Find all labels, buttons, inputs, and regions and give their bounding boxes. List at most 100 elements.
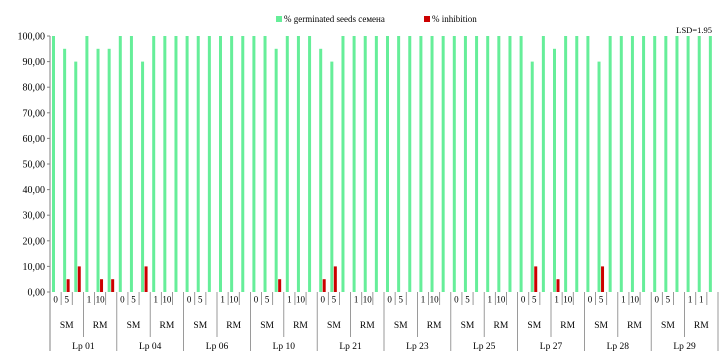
bar-germinated xyxy=(63,48,67,292)
bar-germinated xyxy=(163,36,167,292)
bar-inhibition xyxy=(77,266,81,292)
y-tick-label: 60,00 xyxy=(23,134,46,145)
bar-series xyxy=(52,36,712,292)
bar-germinated xyxy=(241,36,245,292)
group-label: RM xyxy=(560,321,575,331)
category-label: 10 xyxy=(563,295,573,305)
category-label: 5 xyxy=(465,295,470,305)
category-label: 0 xyxy=(321,295,326,305)
y-tick-label: 30,00 xyxy=(23,211,46,222)
chart-legend: % germinated seeds семена % inhibition xyxy=(276,14,477,24)
category-label: 0 xyxy=(53,295,58,305)
bar-germinated xyxy=(463,36,467,292)
bar-germinated xyxy=(630,36,634,292)
legend-swatch-inhibition xyxy=(424,16,430,22)
bar-germinated xyxy=(207,36,211,292)
bar-germinated xyxy=(541,36,545,292)
group-label: RM xyxy=(360,321,375,331)
sample-label: Lp 04 xyxy=(139,342,162,351)
bar-germinated xyxy=(107,48,111,292)
category-label: 1 xyxy=(488,295,493,305)
y-tick-label: 80,00 xyxy=(23,83,46,94)
bar-germinated xyxy=(697,36,701,292)
bar-inhibition xyxy=(278,279,282,292)
group-label: RM xyxy=(427,321,442,331)
y-tick-label: 0,00 xyxy=(28,288,46,299)
bar-germinated xyxy=(330,61,334,292)
category-label: 1 xyxy=(688,295,693,305)
bar-germinated xyxy=(664,36,668,292)
bar-germinated xyxy=(497,36,501,292)
legend-label-inhibition: % inhibition xyxy=(432,14,477,24)
category-label: 1 xyxy=(87,295,92,305)
bar-germinated xyxy=(386,36,389,292)
bar-germinated xyxy=(74,61,78,292)
category-label: 5 xyxy=(332,295,337,305)
bar-germinated xyxy=(508,36,512,292)
group-label: SM xyxy=(461,321,475,331)
group-label: SM xyxy=(527,321,541,331)
bar-germinated xyxy=(352,36,356,292)
bar-germinated xyxy=(419,36,423,292)
bar-germinated xyxy=(219,36,222,292)
bar-germinated xyxy=(96,48,100,292)
bar-germinated xyxy=(263,36,267,292)
sample-label: Lp 21 xyxy=(339,342,362,351)
group-label: RM xyxy=(93,321,108,331)
bar-inhibition xyxy=(601,266,605,292)
group-label: SM xyxy=(327,321,341,331)
bar-germinated xyxy=(274,48,278,292)
bar-inhibition xyxy=(333,266,337,292)
bar-germinated xyxy=(341,36,345,292)
bar-germinated xyxy=(252,36,256,292)
bar-germinated xyxy=(619,36,623,292)
y-tick-label: 20,00 xyxy=(23,236,46,247)
bar-germinated xyxy=(185,36,189,292)
bar-germinated xyxy=(575,36,579,292)
group-label: RM xyxy=(627,321,642,331)
bar-germinated xyxy=(230,36,234,292)
legend-swatch-germinated xyxy=(276,16,282,22)
category-label: 5 xyxy=(265,295,270,305)
sample-label: Lp 28 xyxy=(607,342,630,351)
group-label: RM xyxy=(160,321,175,331)
category-label: 5 xyxy=(599,295,604,305)
bar-germinated xyxy=(519,36,523,292)
bar-germinated xyxy=(452,36,456,292)
category-label: 10 xyxy=(363,295,373,305)
y-tick-label: 50,00 xyxy=(23,160,46,171)
sample-label: Lp 27 xyxy=(540,342,563,351)
bar-germinated xyxy=(196,36,200,292)
category-label: 1 xyxy=(287,295,292,305)
category-label: 5 xyxy=(64,295,69,305)
category-label: 0 xyxy=(187,295,192,305)
bar-germinated xyxy=(608,36,612,292)
bar-germinated xyxy=(475,36,479,292)
legend-label-germinated: % germinated seeds семена xyxy=(284,14,385,24)
category-label: 1 xyxy=(621,295,626,305)
bar-germinated xyxy=(530,61,534,292)
bar-germinated xyxy=(708,36,712,292)
bar-germinated xyxy=(564,36,568,292)
category-label: 1 xyxy=(354,295,359,305)
category-label: 5 xyxy=(532,295,537,305)
bar-inhibition xyxy=(111,279,115,292)
category-label: 10 xyxy=(630,295,640,305)
bar-germinated xyxy=(52,36,55,292)
category-label: 10 xyxy=(496,295,506,305)
group-label: RM xyxy=(694,321,709,331)
bar-germinated xyxy=(597,61,601,292)
sample-label: Lp 10 xyxy=(273,342,296,351)
bar-germinated xyxy=(553,48,556,292)
bar-inhibition xyxy=(100,279,104,292)
bar-germinated xyxy=(642,36,646,292)
bar-germinated xyxy=(296,36,300,292)
bar-germinated xyxy=(85,36,89,292)
category-table: 0 5 1 10 0 5 1 10 0 5 1 10 0 5 1 10 0 5 1 10 0 5 1 10 0 5 1 10 0 5 1 10… xyxy=(49,292,719,351)
bar-germinated xyxy=(285,36,289,292)
lsd-annotation: LSD=1.95 xyxy=(676,25,712,35)
sample-label: Lp 01 xyxy=(72,342,95,351)
bar-germinated xyxy=(152,36,156,292)
category-label: 0 xyxy=(120,295,125,305)
